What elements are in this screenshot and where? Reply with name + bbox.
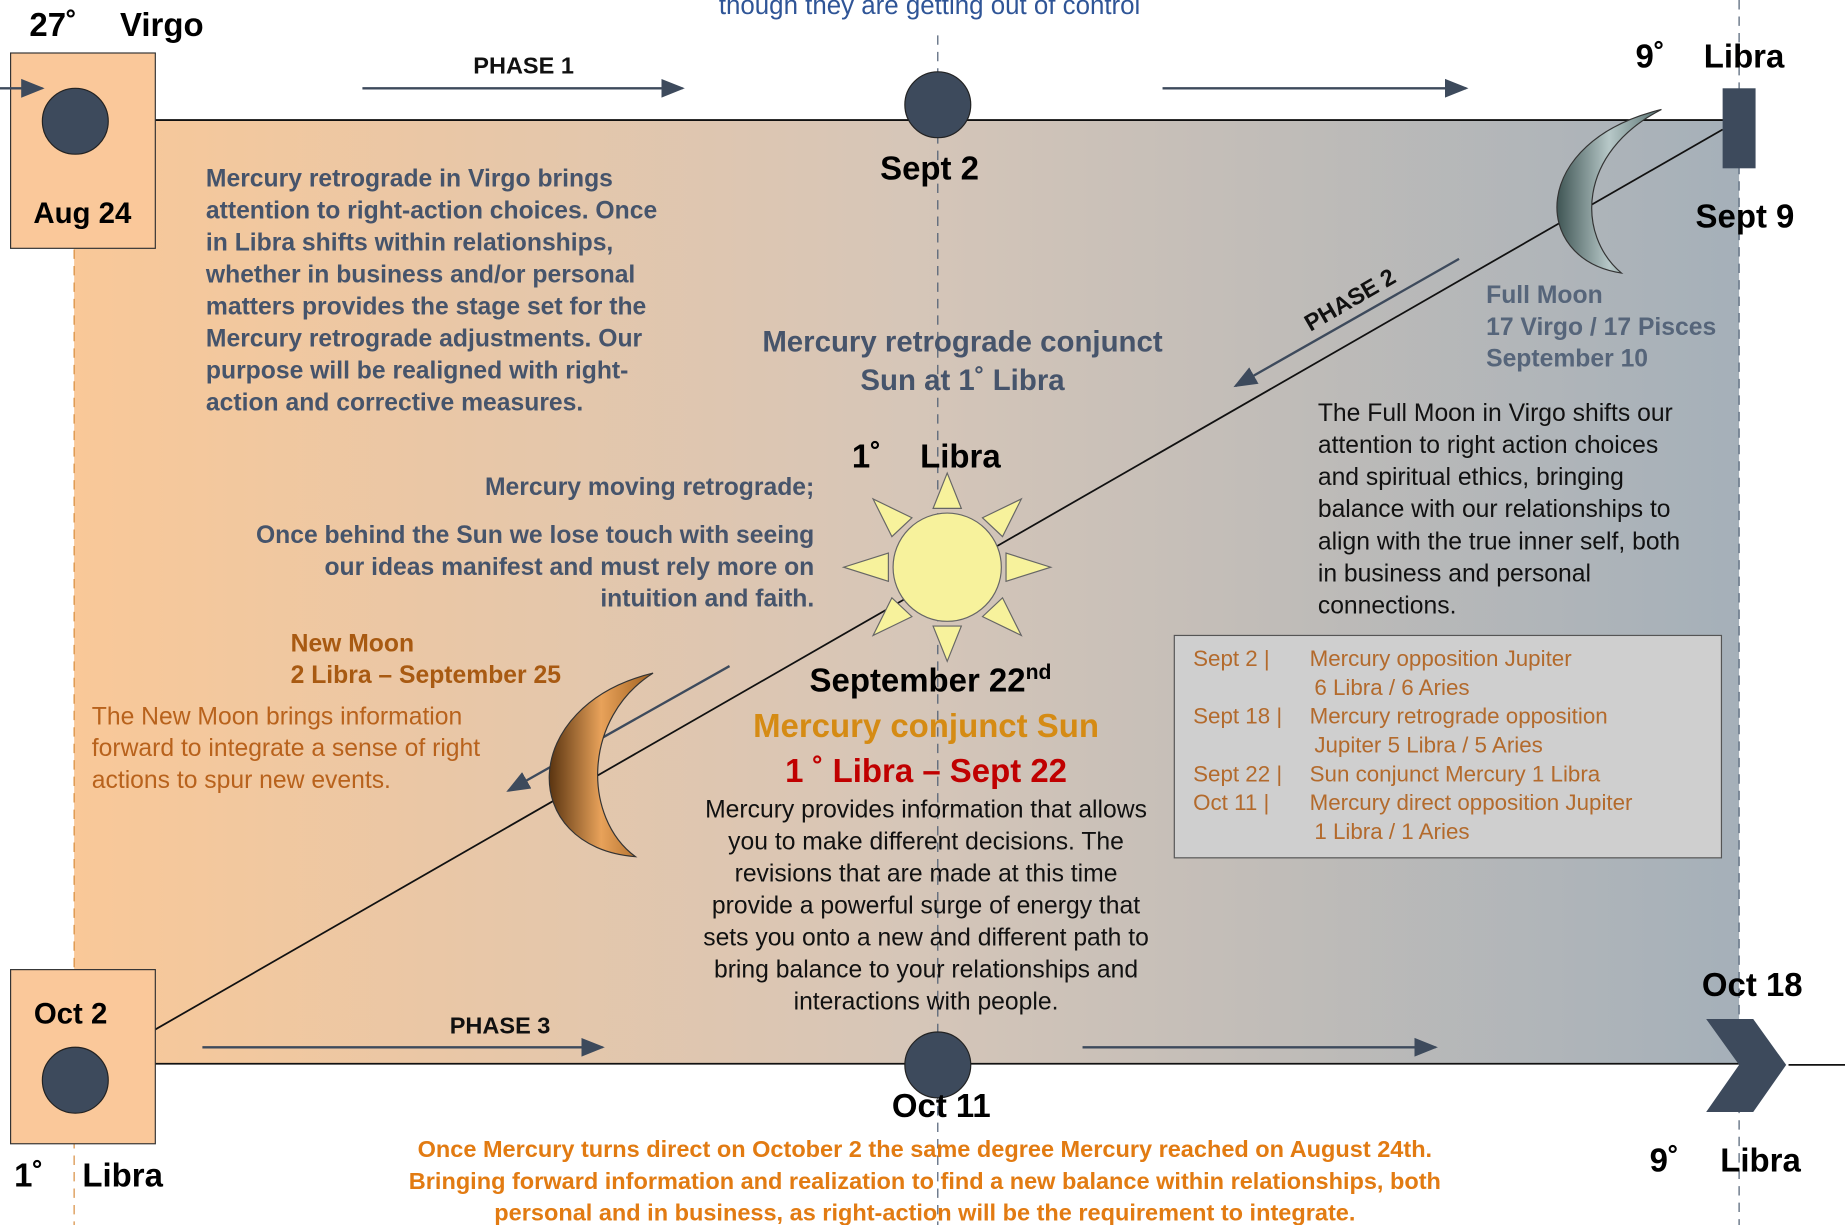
conjunct-heading: Sun at 1˚ Libra <box>860 364 1065 397</box>
intro-line: attention to right-action choices. Once <box>206 198 657 225</box>
conjunct-heading: Mercury retrograde conjunct <box>762 325 1163 358</box>
arrow <box>1233 257 1460 388</box>
sept22-text: interactions with people. <box>794 988 1059 1015</box>
sun-ray <box>981 596 1023 637</box>
degree: 9˚ <box>1636 38 1665 75</box>
full-moon-text: and spiritual ethics, bringing <box>1318 464 1624 491</box>
superscript: nd <box>1026 661 1052 684</box>
full-moon-title: Full Moon <box>1486 282 1603 309</box>
heading: Mercury conjunct Sun <box>753 707 1099 744</box>
position: 1 ˚ Libra – Sept 22 <box>785 752 1067 789</box>
planet-dot <box>904 71 972 139</box>
closing-line: Bringing forward information and realiza… <box>409 1168 1441 1194</box>
full-moon-title: 17 Virgo / 17 Pisces <box>1486 314 1716 341</box>
full-moon-text: balance with our relationships to <box>1318 496 1671 523</box>
table-text: Sun conjunct Mercury 1 Libra <box>1310 761 1601 786</box>
table-date: Sept 2 | <box>1193 646 1270 671</box>
sun-ray <box>932 625 963 663</box>
sign: Libra <box>1720 1141 1801 1178</box>
note: Mercury moving retrograde; <box>485 474 814 501</box>
sept22-heading: September 22nd <box>810 661 1052 699</box>
sun-ray <box>981 497 1023 538</box>
planet-dot <box>41 87 109 155</box>
degree: 1˚ <box>14 1157 43 1194</box>
sept22-text: sets you onto a new and different path t… <box>703 924 1149 951</box>
full-moon-text: connections. <box>1318 593 1457 620</box>
sign: Libra <box>82 1157 163 1194</box>
full-moon-title: September 10 <box>1486 346 1648 373</box>
phase-label: PHASE 1 <box>473 52 574 78</box>
sun-disc <box>892 512 1002 622</box>
table-text: 6 Libra / 6 Aries <box>1314 675 1469 700</box>
intro-line: matters provides the stage set for the <box>206 294 646 321</box>
sun-ray <box>841 552 889 583</box>
table-text: Mercury opposition Jupiter <box>1310 646 1573 671</box>
sept9-marker <box>1722 88 1756 169</box>
intro-line: in Libra shifts within relationships, <box>206 230 613 257</box>
full-moon-text: in business and personal <box>1318 560 1591 587</box>
closing-line: personal and in business, as right-actio… <box>494 1200 1355 1225</box>
table-text: 1 Libra / 1 Aries <box>1314 819 1469 844</box>
oct18-chevron <box>1706 1019 1787 1112</box>
retro-line: intuition and faith. <box>600 586 814 613</box>
sun-ray <box>932 471 963 509</box>
table-text: Jupiter 5 Libra / 5 Aries <box>1314 733 1543 758</box>
new-moon-title: 2 Libra – September 25 <box>291 662 562 689</box>
full-moon-text: attention to right action choices <box>1318 432 1658 459</box>
phase-label: PHASE 3 <box>450 1012 551 1038</box>
sun-ray <box>871 596 913 637</box>
closing-line: Once Mercury turns direct on October 2 t… <box>418 1136 1433 1162</box>
table-date: Sept 18 | <box>1193 704 1282 729</box>
table-date: Sept 22 | <box>1193 761 1282 786</box>
table-text: Mercury retrograde opposition <box>1310 704 1608 729</box>
date: Sept 2 <box>880 149 979 186</box>
full-moon-text: align with the true inner self, both <box>1318 528 1680 555</box>
full-moon-text: The Full Moon in Virgo shifts our <box>1318 400 1673 427</box>
table-date: Oct 11 | <box>1193 790 1269 815</box>
new-moon <box>548 672 654 858</box>
intro-line: Mercury retrograde adjustments. Our <box>206 326 643 353</box>
sun <box>841 471 1053 663</box>
date: Oct 11 <box>892 1087 991 1124</box>
table-text: Mercury direct opposition Jupiter <box>1310 790 1633 815</box>
retro-line: our ideas manifest and must rely more on <box>324 554 814 581</box>
sept22-text: bring balance to your relationships and <box>714 956 1138 983</box>
new-moon-text: forward to integrate a sense of right <box>92 735 480 762</box>
sun-ray <box>871 497 913 538</box>
degree: 27˚ <box>29 6 77 43</box>
sept22-text: Mercury provides information that allows <box>705 796 1147 823</box>
retro-line: Once behind the Sun we lose touch with s… <box>256 522 814 549</box>
date: Aug 24 <box>33 197 132 230</box>
intro-line: whether in business and/or personal <box>205 262 635 289</box>
planet-dot <box>41 1046 109 1114</box>
sign: Virgo <box>120 6 204 43</box>
degree: 9˚ <box>1650 1141 1679 1178</box>
new-moon-text: actions to spur new events. <box>92 767 391 794</box>
date: Oct 18 <box>1702 966 1803 1003</box>
arrow <box>506 665 731 792</box>
sept22-text: provide a powerful surge of energy that <box>712 892 1140 919</box>
date: Oct 2 <box>34 997 108 1030</box>
date: Sept 9 <box>1696 198 1795 235</box>
sept22-text: you to make different decisions. The <box>728 828 1124 855</box>
sun-ray <box>1005 552 1053 583</box>
full-moon <box>1556 108 1662 274</box>
intro-line: purpose will be realigned with right- <box>206 358 628 385</box>
sign: Libra <box>920 438 1001 475</box>
planet-dot <box>904 1031 972 1099</box>
aspect-table <box>1173 634 1723 859</box>
text: September 22 <box>810 661 1026 698</box>
new-moon-title: New Moon <box>291 630 414 657</box>
intro-line: action and corrective measures. <box>206 390 583 417</box>
sept22-text: revisions that are made at this time <box>735 860 1118 887</box>
new-moon-text: The New Moon brings information <box>92 703 462 730</box>
caption: though they are getting out of control <box>719 0 1140 20</box>
intro-line: Mercury retrograde in Virgo brings <box>206 166 613 193</box>
degree: 1˚ <box>852 438 881 475</box>
sign: Libra <box>1704 38 1785 75</box>
